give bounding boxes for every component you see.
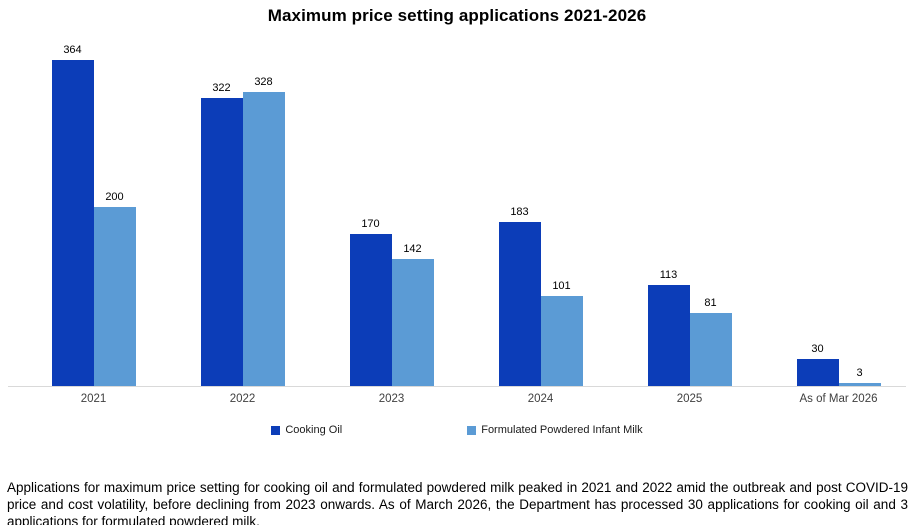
bar-value-label: 364: [63, 44, 82, 56]
legend-label: Formulated Powdered Infant Milk: [481, 424, 643, 436]
x-axis-tick-label: 2024: [527, 393, 554, 405]
bar-wrap: 30: [796, 343, 839, 386]
bar: [93, 207, 136, 386]
x-axis-line: [8, 386, 906, 387]
bar-value-label: 101: [552, 280, 571, 292]
x-axis-tick-label: As of Mar 2026: [799, 393, 878, 405]
chart-title: Maximum price setting applications 2021-…: [267, 6, 647, 25]
bar-wrap: 142: [391, 243, 434, 386]
x-axis-tick-label: 2023: [378, 393, 405, 405]
bar-wrap: 364: [51, 44, 94, 386]
bar-value-label: 322: [212, 82, 231, 94]
bar: [51, 60, 94, 386]
chart-caption: Applications for maximum price setting f…: [7, 479, 908, 525]
bar-wrap: 200: [93, 191, 136, 386]
legend-item: Cooking Oil: [271, 424, 342, 436]
bar-wrap: 328: [242, 76, 285, 386]
bar-group: 183 101: [466, 40, 615, 386]
bar-value-label: 113: [659, 269, 678, 281]
bar-value-label: 142: [403, 243, 422, 255]
bar-wrap: 170: [349, 218, 392, 386]
bar-value-label: 30: [811, 343, 824, 355]
bar-value-label: 200: [105, 191, 124, 203]
bar: [796, 359, 839, 386]
bar-wrap: 101: [540, 280, 583, 386]
bar: [349, 234, 392, 386]
legend-label: Cooking Oil: [285, 424, 343, 436]
plot-area: 364 200 322 328 170 142 183 101 113 81 30 3: [19, 40, 913, 386]
bar-value-label: 328: [254, 76, 273, 88]
bar: [391, 259, 434, 386]
x-axis-tick-label: 2025: [676, 393, 703, 405]
bar: [498, 222, 541, 386]
bar-wrap: 3: [838, 367, 881, 386]
bar-wrap: 81: [689, 297, 732, 386]
bar-wrap: 322: [200, 82, 243, 386]
bar-group: 30 3: [764, 40, 913, 386]
bar-group: 322 328: [168, 40, 317, 386]
bar: [242, 92, 285, 386]
bar-group: 113 81: [615, 40, 764, 386]
x-axis-tick-label: 2021: [80, 393, 107, 405]
chart-legend: Cooking Oil Formulated Powdered Infant Mi…: [0, 424, 914, 436]
bar-wrap: 113: [647, 269, 690, 386]
legend-item: Formulated Powdered Infant Milk: [467, 424, 643, 436]
legend-marker-icon: [271, 425, 281, 435]
bar-group: 364 200: [19, 40, 168, 386]
bar: [540, 296, 583, 386]
bar-group: 170 142: [317, 40, 466, 386]
bar: [838, 383, 881, 386]
x-axis-labels: 2021 2022 2023 2024 2025 As of Mar 2026: [19, 393, 913, 405]
bar: [689, 313, 732, 386]
x-axis-tick-label: 2022: [229, 393, 256, 405]
bar-value-label: 170: [361, 218, 380, 230]
bar-value-label: 3: [856, 367, 863, 379]
bar: [200, 98, 243, 386]
bar-value-label: 183: [510, 206, 529, 218]
legend-marker-icon: [467, 425, 477, 435]
bar-wrap: 183: [498, 206, 541, 386]
bar: [647, 285, 690, 386]
bar-value-label: 81: [704, 297, 717, 309]
